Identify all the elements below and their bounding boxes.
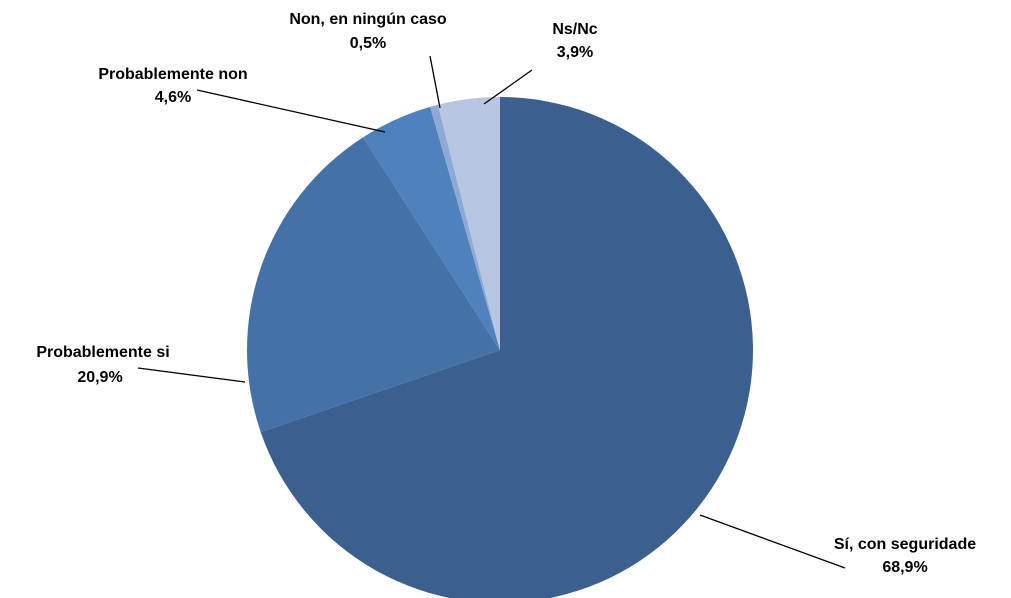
slice-value-label: 3,9% <box>557 44 593 61</box>
pie-slice <box>247 137 500 433</box>
slice-value-label: 0,5% <box>350 35 386 52</box>
leader-line <box>196 89 386 133</box>
slice-value-label: 4,6% <box>155 89 191 106</box>
slice-label: Non, en ningún caso <box>289 11 447 28</box>
pie-slice <box>260 97 753 598</box>
leader-line <box>483 69 533 105</box>
slice-value-label: 68,9% <box>882 559 927 576</box>
leader-line <box>137 367 246 383</box>
leader-line <box>429 55 441 109</box>
slice-label: Ns/Nc <box>552 21 597 38</box>
pie-slice <box>430 104 500 350</box>
slice-label: Probablemente si <box>36 344 169 361</box>
leader-line <box>699 514 846 569</box>
slice-value-label: 20,9% <box>77 369 122 386</box>
slice-label: Probablemente non <box>98 66 247 83</box>
pie-slice <box>362 106 500 351</box>
pie-slice <box>437 97 500 350</box>
slice-label: Sí, con seguridade <box>834 536 976 553</box>
